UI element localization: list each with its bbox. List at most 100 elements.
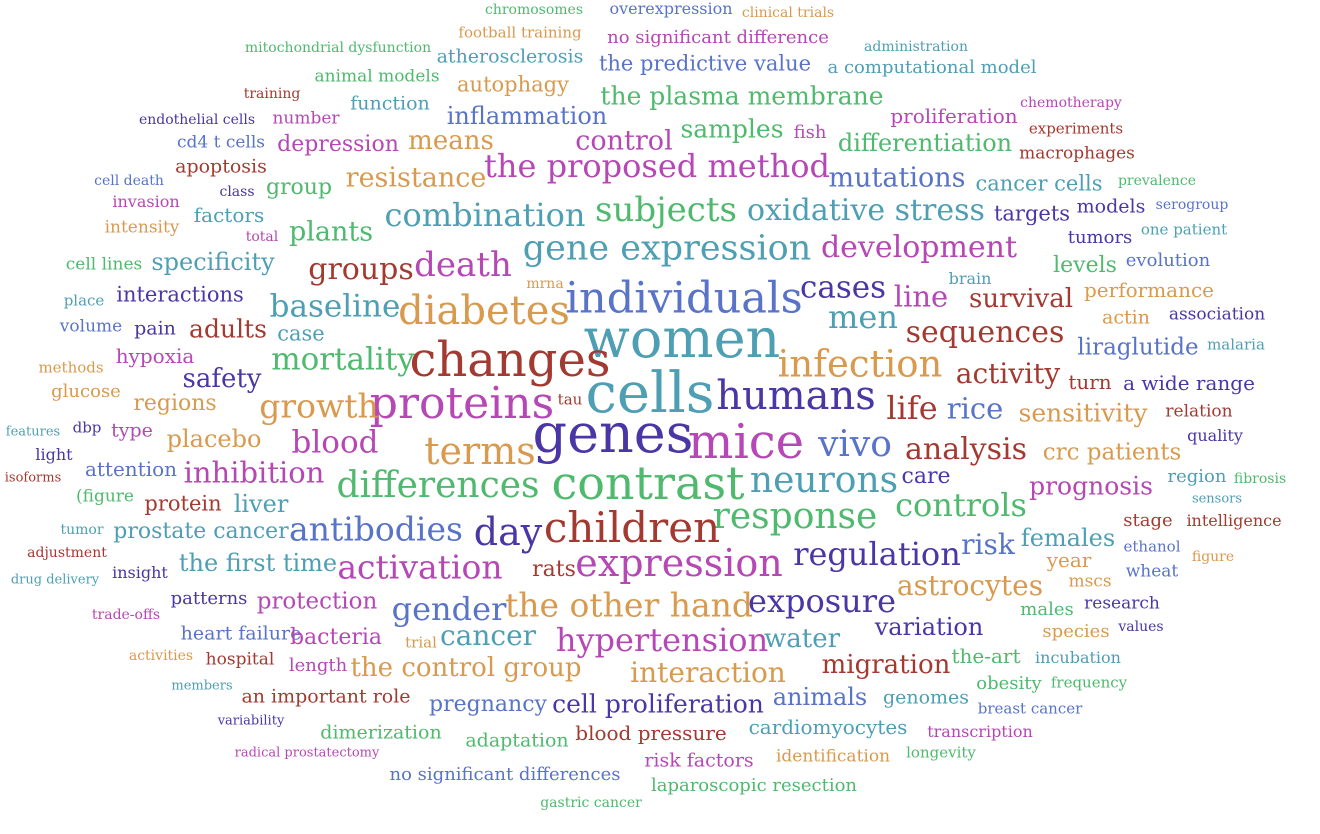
word-cloud-term: autophagy	[457, 72, 569, 97]
word-cloud-term: rats	[532, 557, 576, 582]
word-cloud-term: administration	[864, 39, 968, 55]
word-cloud-term: apoptosis	[175, 155, 267, 178]
word-cloud-term: regulation	[793, 535, 961, 573]
word-cloud-term: mscs	[1068, 571, 1112, 592]
word-cloud-term: proliferation	[890, 104, 1018, 128]
word-cloud-term: control	[575, 125, 673, 157]
word-cloud-term: activities	[128, 648, 194, 664]
word-cloud-term: gastric cancer	[540, 795, 642, 811]
word-cloud-term: females	[1020, 524, 1116, 552]
word-cloud-term: insight	[112, 563, 168, 582]
word-cloud-term: activity	[955, 357, 1061, 390]
word-cloud-term: women	[583, 307, 781, 370]
word-cloud-term: migration	[821, 650, 951, 680]
word-cloud-term: differences	[336, 465, 540, 506]
word-cloud-term: a computational model	[827, 57, 1037, 78]
word-cloud-term: diabetes	[398, 288, 570, 334]
word-cloud-term: obesity	[976, 673, 1042, 694]
word-cloud-term: clinical trials	[741, 5, 835, 21]
word-cloud-term: cardiomyocytes	[748, 715, 908, 739]
word-cloud-term: mortality	[271, 341, 415, 378]
word-cloud-term: total	[245, 229, 279, 245]
word-cloud-term: hospital	[205, 649, 275, 670]
word-cloud-term: (figure	[76, 486, 134, 507]
word-cloud-term: life	[886, 389, 938, 427]
word-cloud-term: a wide range	[1123, 371, 1255, 395]
word-cloud-term: samples	[680, 114, 784, 144]
word-cloud-term: quality	[1187, 426, 1243, 445]
word-cloud-term: inflammation	[446, 102, 608, 130]
word-cloud-term: laparoscopic resection	[650, 775, 858, 796]
word-cloud-term: development	[820, 230, 1018, 265]
word-cloud-term: heart failure	[180, 622, 302, 645]
word-cloud-term: malaria	[1207, 335, 1265, 354]
word-cloud-term: combination	[384, 196, 586, 234]
word-cloud-term: controls	[895, 486, 1027, 524]
word-cloud-term: wheat	[1125, 561, 1179, 582]
word-cloud-term: the-art	[951, 644, 1021, 668]
word-cloud-term: number	[272, 108, 340, 129]
word-cloud-term: placebo	[166, 425, 262, 453]
word-cloud-term: macrophages	[1019, 143, 1135, 164]
word-cloud-term: pregnancy	[429, 692, 547, 717]
word-cloud-term: performance	[1083, 278, 1215, 302]
word-cloud-term: stage	[1123, 510, 1173, 531]
word-cloud-term: vivo	[818, 424, 892, 465]
word-cloud-term: cell lines	[65, 254, 143, 275]
word-cloud-term: endothelial cells	[138, 112, 256, 128]
word-cloud-term: volume	[59, 316, 123, 337]
word-cloud-term: tumor	[60, 522, 104, 538]
word-cloud-term: baseline	[269, 288, 401, 325]
word-cloud-term: breast cancer	[977, 699, 1083, 718]
word-cloud-term: cases	[799, 269, 887, 306]
word-cloud-term: cell death	[94, 173, 164, 189]
word-cloud-term: evolution	[1125, 250, 1211, 271]
word-cloud-term: actin	[1102, 306, 1150, 329]
word-cloud-term: dbp	[72, 418, 102, 437]
word-cloud-term: children	[543, 503, 721, 552]
word-cloud-term: case	[277, 321, 325, 346]
word-cloud-term: hypoxia	[115, 344, 195, 368]
word-cloud-term: mrna	[526, 276, 564, 292]
word-cloud-term: no significant difference	[607, 27, 829, 48]
word-cloud-term: bacteria	[289, 625, 383, 650]
word-cloud-term: plants	[288, 216, 374, 248]
word-cloud-term: genes	[532, 402, 694, 465]
word-cloud-term: neurons	[749, 460, 899, 501]
word-cloud-term: gender	[391, 590, 507, 628]
word-cloud-term: ethanol	[1123, 537, 1181, 556]
word-cloud-term: targets	[993, 201, 1071, 226]
word-cloud-term: drug delivery	[10, 572, 100, 588]
word-cloud-term: glucose	[51, 381, 121, 402]
word-cloud-term: animals	[772, 683, 868, 711]
word-cloud-term: members	[171, 678, 233, 694]
word-cloud-term: liraglutide	[1077, 334, 1199, 361]
word-cloud-term: blood	[291, 424, 379, 461]
word-cloud-term: year	[1046, 548, 1092, 572]
word-cloud-term: brain	[948, 269, 992, 288]
word-cloud-term: factors	[193, 203, 265, 227]
word-cloud-term: training	[243, 86, 301, 102]
word-cloud-term: protein	[144, 491, 222, 516]
word-cloud-term: contrast	[551, 456, 745, 510]
word-cloud-term: individuals	[565, 273, 803, 324]
word-cloud-term: groups	[308, 252, 414, 287]
word-cloud-term: growth	[259, 386, 379, 426]
word-cloud-term: survival	[968, 284, 1074, 314]
word-cloud-term: no significant differences	[389, 764, 621, 785]
word-cloud-term: cells	[585, 361, 715, 426]
word-cloud-term: day	[473, 510, 543, 554]
word-cloud-term: atherosclerosis	[436, 45, 584, 68]
word-cloud-term: changes	[409, 332, 611, 388]
word-cloud-term: an important role	[241, 685, 411, 708]
word-cloud-term: antibodies	[289, 509, 463, 549]
word-cloud-term: intelligence	[1186, 511, 1282, 530]
word-cloud-term: light	[35, 445, 73, 464]
word-cloud-term: one patient	[1140, 220, 1228, 239]
word-cloud-term: intensity	[104, 217, 180, 238]
word-cloud-term: group	[265, 175, 333, 200]
word-cloud-term: species	[1042, 621, 1110, 642]
word-cloud-term: tumors	[1067, 227, 1133, 248]
word-cloud-term: astrocytes	[896, 569, 1044, 602]
